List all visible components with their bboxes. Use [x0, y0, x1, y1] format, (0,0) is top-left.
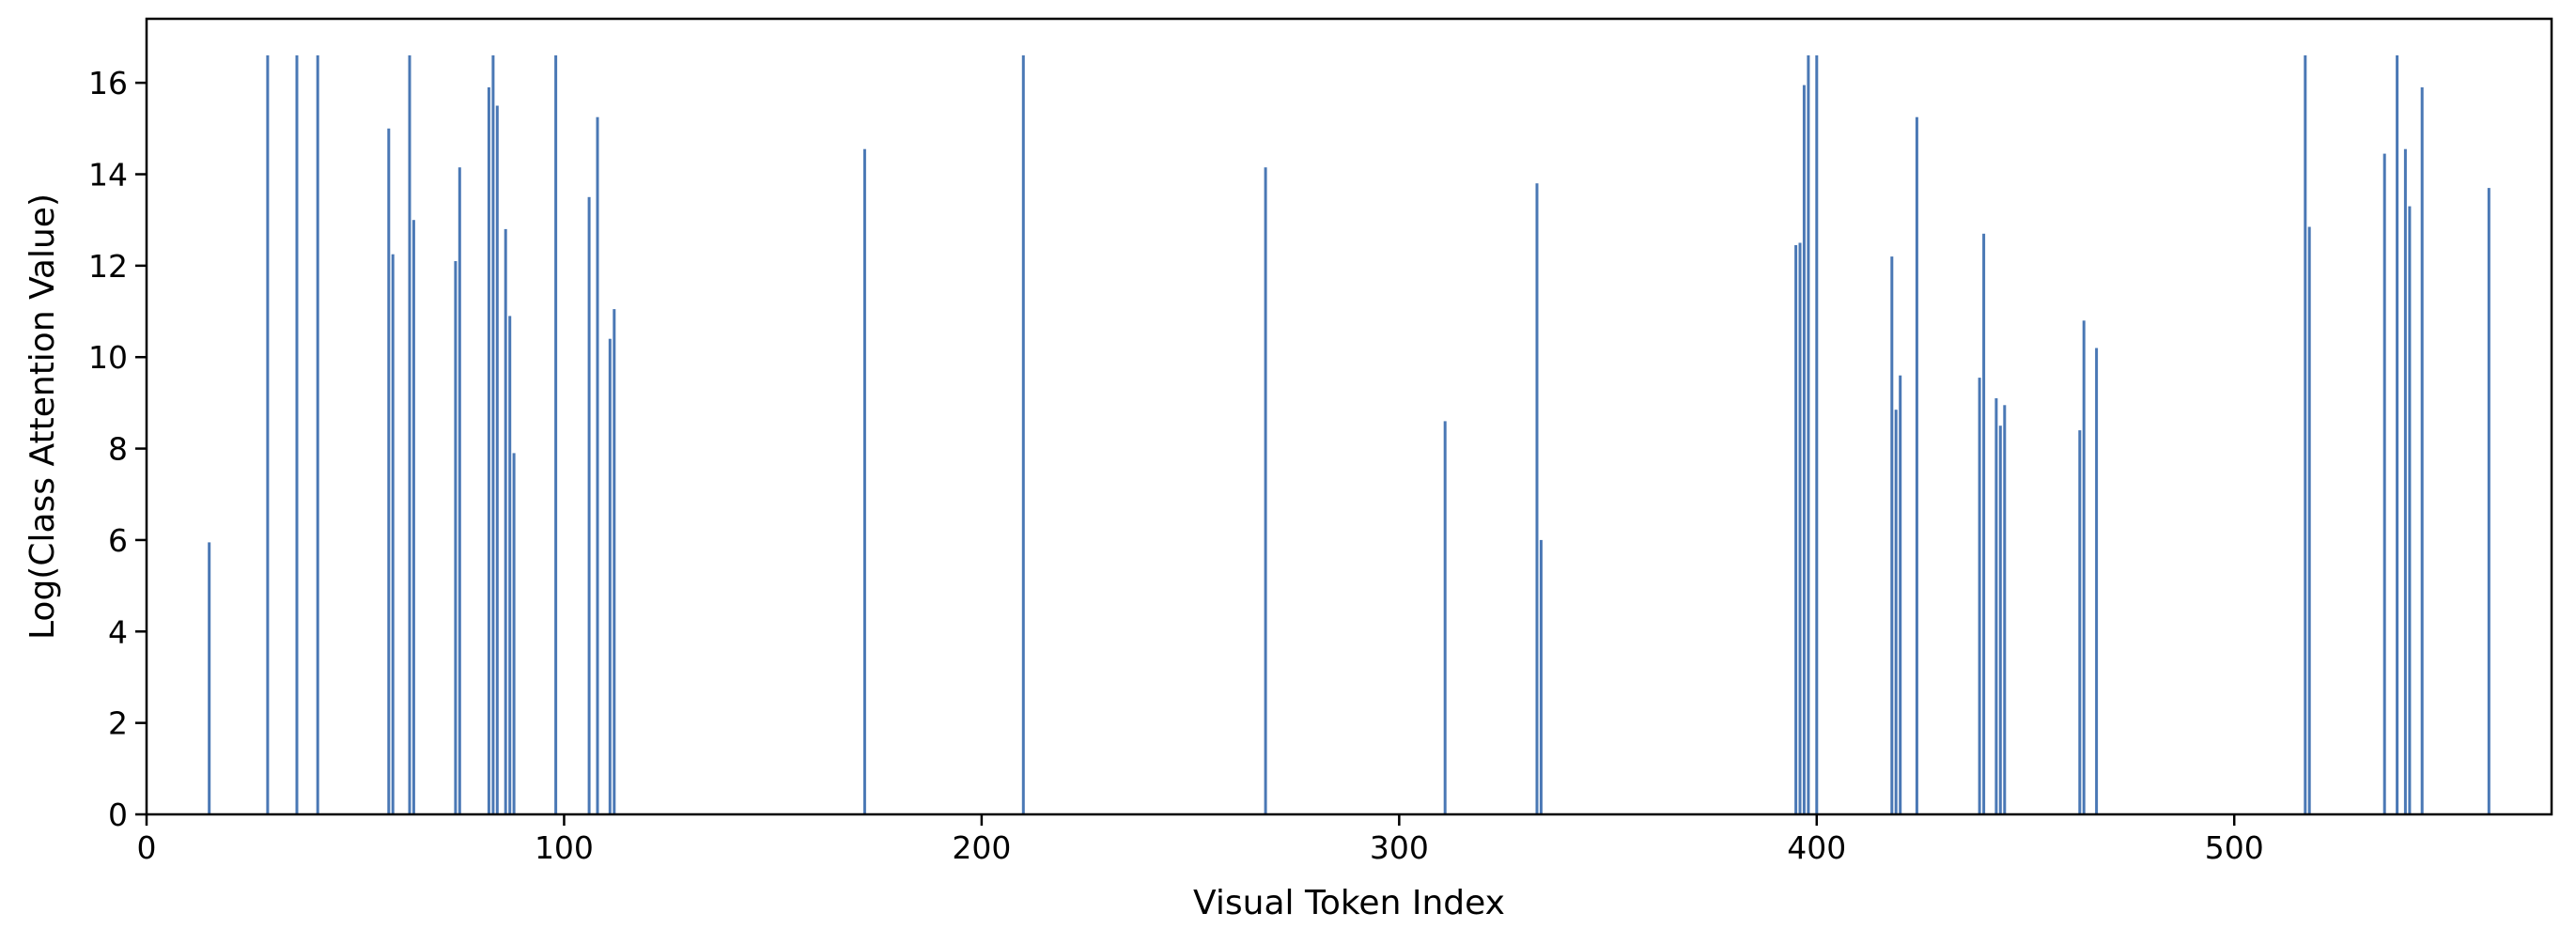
bar	[487, 87, 490, 814]
x-axis-ticks: 0 100 200 300 400 500	[137, 814, 2264, 866]
bar	[596, 116, 599, 814]
y-tick-label: 16	[88, 65, 128, 101]
bar	[411, 220, 415, 814]
bar	[295, 54, 299, 814]
bar	[458, 167, 461, 814]
bar	[1894, 410, 1898, 814]
bar	[316, 54, 319, 814]
bar	[1994, 398, 1998, 814]
bar	[1978, 378, 1981, 814]
bar	[1021, 54, 1025, 814]
bar	[495, 105, 499, 814]
x-axis-label: Visual Token Index	[1193, 884, 1505, 922]
bar	[454, 261, 458, 814]
y-tick-label: 0	[108, 797, 128, 833]
y-tick-label: 12	[88, 248, 128, 285]
bar	[1982, 233, 1986, 815]
bar	[391, 254, 395, 814]
x-tick-label: 400	[1787, 829, 1846, 866]
bar	[1443, 421, 1447, 814]
y-axis-ticks: 0 2 4 6 8 10 12 14 16	[88, 65, 147, 833]
y-tick-label: 14	[88, 157, 128, 193]
bar	[2082, 320, 2086, 814]
bar	[1890, 256, 1894, 815]
bar	[2403, 148, 2407, 814]
bar	[266, 54, 270, 814]
bar	[1802, 85, 1806, 815]
bar	[208, 542, 211, 814]
bar	[613, 309, 616, 815]
bar	[1539, 539, 1543, 814]
bar	[2408, 206, 2412, 815]
bar	[508, 316, 512, 814]
x-tick-label: 500	[2205, 829, 2264, 866]
bar	[608, 338, 612, 814]
bar	[1998, 426, 2002, 814]
bar	[2307, 226, 2311, 814]
bar	[2304, 54, 2307, 814]
bar	[2078, 430, 2082, 814]
bar	[1798, 242, 1802, 814]
bars	[208, 54, 2491, 815]
bar	[2003, 405, 2007, 814]
bar	[1535, 183, 1539, 814]
y-tick-label: 8	[108, 431, 128, 468]
bar	[2396, 54, 2399, 814]
bar	[504, 228, 507, 814]
bar	[587, 196, 591, 815]
bar	[1815, 54, 1819, 814]
bar	[512, 453, 516, 814]
bar	[1794, 245, 1798, 814]
bar	[1899, 375, 1902, 814]
bar	[2382, 153, 2386, 815]
x-tick-label: 0	[137, 829, 157, 866]
y-tick-label: 2	[108, 705, 128, 742]
bar	[2420, 87, 2424, 814]
x-tick-label: 100	[535, 829, 594, 866]
bar	[2095, 348, 2099, 814]
y-axis-label: Log(Class Attention Value)	[23, 193, 62, 640]
y-tick-label: 6	[108, 522, 128, 559]
bar	[387, 128, 391, 815]
y-tick-label: 4	[108, 613, 128, 650]
bar	[1264, 167, 1267, 814]
y-tick-label: 10	[88, 339, 128, 376]
bar	[1915, 116, 1918, 814]
x-tick-label: 300	[1370, 829, 1429, 866]
bar	[554, 54, 558, 814]
bar	[491, 54, 495, 814]
plot-frame	[145, 17, 2553, 816]
bar	[2487, 188, 2491, 815]
bar	[862, 148, 866, 814]
x-tick-label: 200	[952, 829, 1011, 866]
bar	[1807, 54, 1810, 814]
bar	[408, 54, 411, 814]
